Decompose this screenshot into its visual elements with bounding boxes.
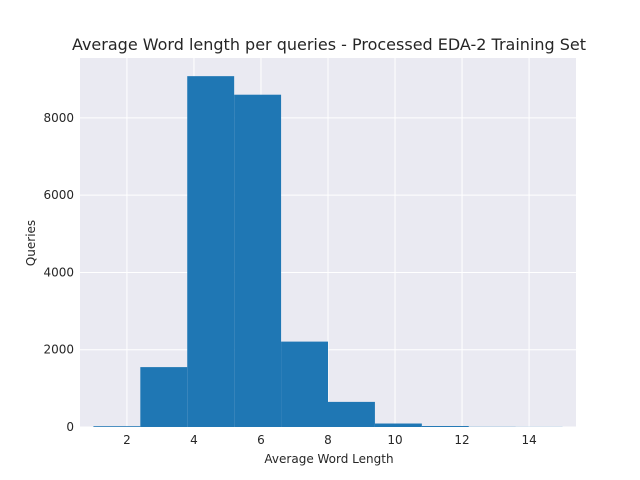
y-tick-label-2: 4000 [43, 265, 74, 279]
x-tick-label-6: 14 [521, 433, 536, 447]
x-axis-ticks: 2 4 6 8 10 12 14 [123, 433, 537, 447]
y-axis-ticks: 0 2000 4000 6000 8000 [43, 111, 74, 434]
x-tick-label-5: 12 [454, 433, 469, 447]
y-tick-label-3: 6000 [43, 188, 74, 202]
histogram-bar-2 [187, 76, 235, 427]
histogram-bar-6 [374, 423, 422, 427]
y-tick-label-4: 8000 [43, 111, 74, 125]
histogram-bar-1 [140, 367, 188, 427]
histogram-bar-3 [234, 94, 282, 427]
y-tick-label-1: 2000 [43, 343, 74, 357]
histogram-bars [93, 76, 563, 427]
x-tick-label-4: 10 [387, 433, 402, 447]
x-tick-label-2: 6 [257, 433, 265, 447]
histogram-bar-4 [281, 341, 328, 427]
y-tick-label-0: 0 [66, 420, 74, 434]
histogram-bar-0 [93, 426, 141, 427]
y-axis-label: Queries [24, 220, 38, 266]
x-tick-label-0: 2 [123, 433, 131, 447]
x-axis-label: Average Word Length [264, 452, 393, 466]
histogram-bar-5 [328, 401, 375, 427]
x-tick-label-1: 4 [190, 433, 198, 447]
chart-title: Average Word length per queries - Proces… [72, 35, 586, 54]
x-tick-label-3: 8 [324, 433, 332, 447]
histogram-bar-7 [421, 426, 469, 427]
